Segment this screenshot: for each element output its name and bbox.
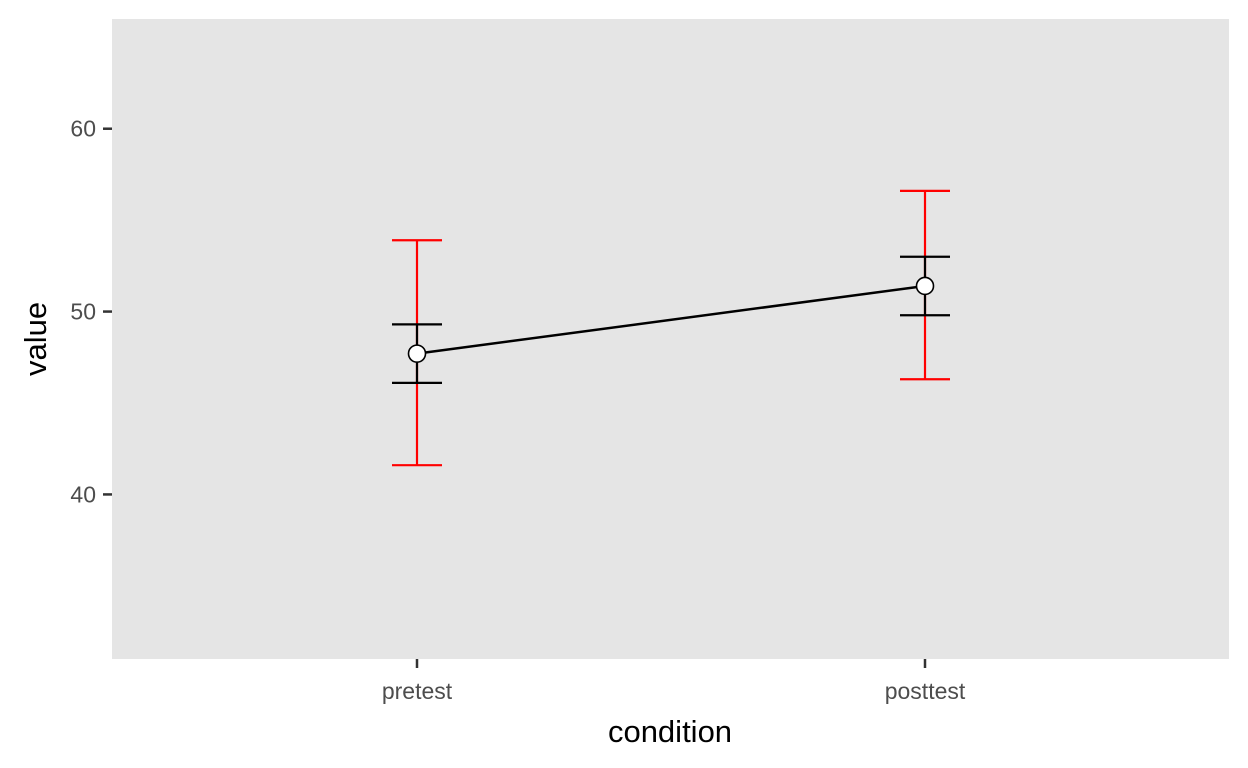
y-axis: 40 50 60	[70, 116, 112, 507]
point-posttest	[915, 276, 935, 296]
y-tick-label-50: 50	[70, 299, 96, 325]
x-axis: pretest posttest	[382, 659, 966, 704]
y-axis-title: value	[18, 302, 53, 376]
series-line	[416, 284, 926, 355]
point-pretest	[407, 344, 427, 363]
x-tick-label-posttest: posttest	[885, 678, 966, 704]
data-points	[407, 276, 935, 363]
plot-panel	[112, 19, 1229, 659]
series-line-group	[416, 284, 926, 355]
x-tick-label-pretest: pretest	[382, 678, 453, 704]
y-tick-label-40: 40	[70, 481, 96, 507]
y-tick-label-60: 60	[70, 116, 96, 142]
x-axis-title: condition	[608, 714, 732, 749]
